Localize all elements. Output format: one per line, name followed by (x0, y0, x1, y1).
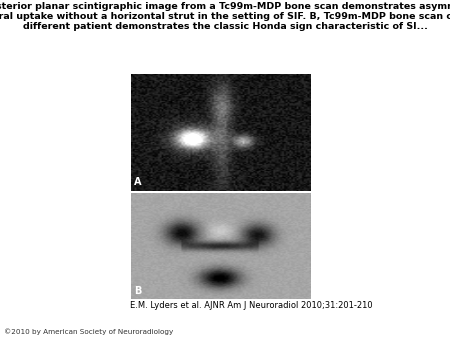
Text: ©2010 by American Society of Neuroradiology: ©2010 by American Society of Neuroradiol… (4, 328, 174, 335)
Text: A: A (134, 177, 142, 188)
Text: AJNR: AJNR (315, 305, 377, 325)
Text: AMERICAN JOURNAL OF NEURORADIOLOGY: AMERICAN JOURNAL OF NEURORADIOLOGY (347, 326, 441, 330)
Text: A, Posterior planar scintigraphic image from a Tc99m-MDP bone scan demonstrates : A, Posterior planar scintigraphic image … (0, 2, 450, 31)
Text: E.M. Lyders et al. AJNR Am J Neuroradiol 2010;31:201-210: E.M. Lyders et al. AJNR Am J Neuroradiol… (130, 301, 373, 311)
Text: B: B (134, 286, 141, 296)
